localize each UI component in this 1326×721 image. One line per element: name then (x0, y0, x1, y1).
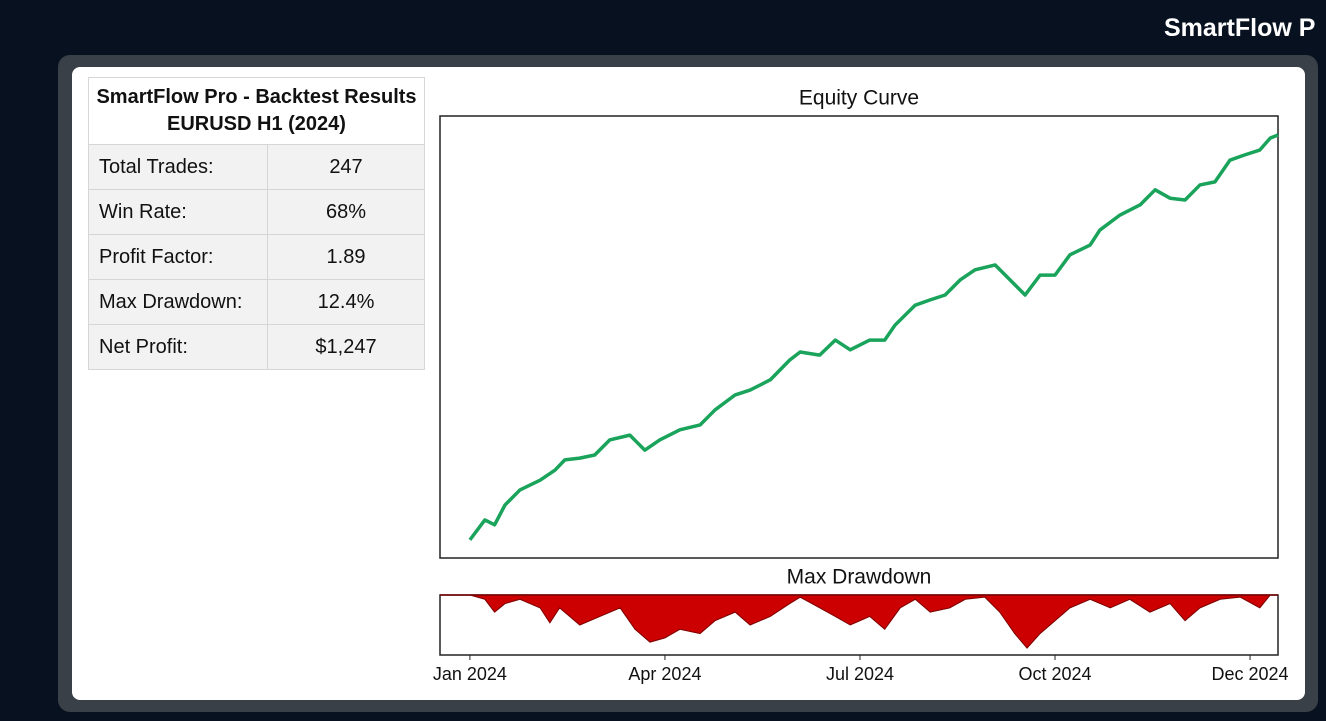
x-tick-label: Jan 2024 (433, 664, 507, 684)
metric-name: Win Rate: (88, 189, 268, 235)
metric-name: Total Trades: (88, 144, 268, 190)
results-table: SmartFlow Pro - Backtest Results EURUSD H… (88, 77, 425, 370)
x-tick-label: Dec 2024 (1212, 664, 1289, 684)
metric-name: Profit Factor: (88, 234, 268, 280)
table-title: SmartFlow Pro - Backtest Results EURUSD H… (88, 77, 425, 145)
metric-value: 247 (267, 144, 425, 190)
brand-title: SmartFlow P (1164, 14, 1316, 42)
chart-title: Equity Curve (799, 87, 919, 110)
metric-name: Net Profit: (88, 324, 268, 370)
equity-frame (439, 115, 1279, 559)
x-tick-label: Apr 2024 (628, 664, 701, 684)
title-line: SmartFlow Pro - Backtest Results (96, 86, 417, 108)
x-tick-label: Jul 2024 (826, 664, 894, 684)
metric-value: 68% (267, 189, 425, 235)
metric-value: 1.89 (267, 234, 425, 280)
x-tick-label: Oct 2024 (1018, 664, 1091, 684)
title-line: EURUSD H1 (2024) (167, 113, 346, 135)
metric-value: $1,247 (267, 324, 425, 370)
drawdown-area (469, 594, 1278, 649)
equity-line (468, 133, 1279, 541)
chart-title: Max Drawdown (787, 566, 932, 589)
